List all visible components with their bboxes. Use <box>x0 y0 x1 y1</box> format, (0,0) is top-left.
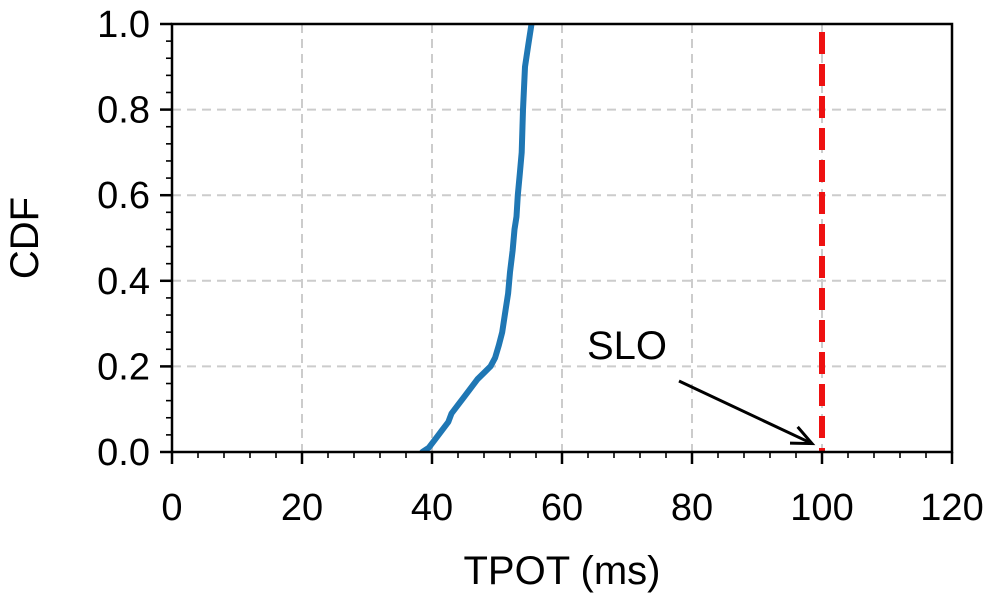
y-tick-label: 0.6 <box>97 175 150 217</box>
y-axis-title: CDF <box>3 197 47 279</box>
y-tick-label: 1.0 <box>97 4 150 46</box>
y-tick-labels: 0.0 0.2 0.4 0.6 0.8 1.0 <box>97 4 150 474</box>
cdf-series-line <box>419 24 535 452</box>
minor-ticks <box>166 23 953 458</box>
slo-annotation: SLO <box>587 324 816 446</box>
x-axis-title: TPOT (ms) <box>463 549 660 593</box>
x-tick-label: 40 <box>411 487 453 529</box>
plot-frame <box>170 22 954 454</box>
x-tick-labels: 0 20 40 60 80 100 120 <box>161 487 983 529</box>
x-tick-label: 0 <box>161 487 182 529</box>
y-tick-label: 0.2 <box>97 346 150 388</box>
slo-arrowhead <box>789 425 816 446</box>
x-tick-label: 80 <box>671 487 713 529</box>
x-tick-label: 60 <box>541 487 583 529</box>
slo-arrow <box>678 379 813 445</box>
y-tick-label: 0.8 <box>97 90 150 132</box>
series-layer <box>419 24 535 452</box>
slo-label: SLO <box>587 324 667 368</box>
y-tick-label: 0.0 <box>97 432 150 474</box>
major-ticks <box>160 22 954 464</box>
x-tick-label: 100 <box>790 487 853 529</box>
gridlines <box>172 24 952 452</box>
x-tick-label: 20 <box>281 487 323 529</box>
x-tick-label: 120 <box>920 487 983 529</box>
y-tick-label: 0.4 <box>97 261 150 303</box>
